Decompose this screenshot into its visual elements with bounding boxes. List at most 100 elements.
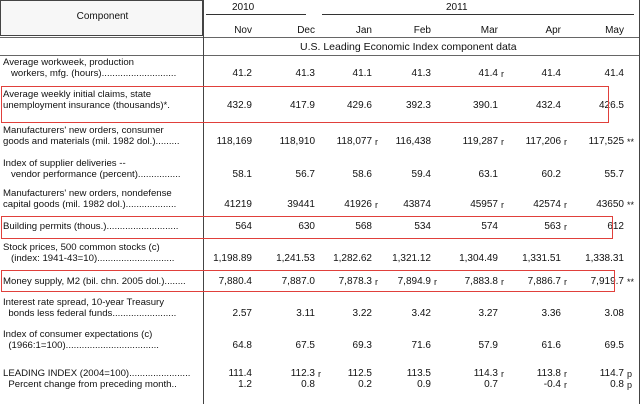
table-cell: 417.9 [289, 100, 315, 111]
table-cell: 118,169 [216, 136, 252, 147]
table-cell: 41.3 [295, 68, 315, 79]
revision-flag: r [564, 200, 567, 210]
row-label: (index: 1941-43=10).....................… [3, 253, 175, 264]
year-2011-rule [322, 14, 634, 15]
table-cell: 60.2 [541, 169, 561, 180]
table-cell: 3.42 [411, 308, 431, 319]
table-cell: 574 [481, 221, 498, 232]
table-cell: 0.8 [301, 379, 315, 390]
table-cell: 1,304.49 [459, 253, 498, 264]
month-header: Apr [545, 25, 561, 36]
table-header: Component 2010 2011 Nov Dec Jan Feb Mar … [0, 0, 640, 58]
table-cell: 69.5 [604, 340, 624, 351]
table-cell: 1,241.53 [276, 253, 315, 264]
table-cell: 41.4 [604, 68, 624, 79]
revision-flag: r [564, 369, 567, 379]
table-cell: 429.6 [346, 100, 372, 111]
row-label: capital goods (mil. 1982 dol.)..........… [3, 199, 177, 210]
table-cell: 45957 [470, 199, 498, 210]
table-cell: 0.7 [484, 379, 498, 390]
table-cell: 568 [355, 221, 372, 232]
revision-flag: r [501, 369, 504, 379]
header-rule [0, 37, 640, 38]
table-cell: 58.6 [352, 169, 372, 180]
table-cell: 7,919.7 [590, 276, 624, 287]
row-label: Stock prices, 500 common stocks (c) [3, 242, 160, 253]
table-cell: 432.9 [226, 100, 252, 111]
table-cell: 1,331.51 [522, 253, 561, 264]
month-header: Mar [480, 25, 498, 36]
table-cell: 119,287 [462, 136, 498, 147]
year-2011-label: 2011 [446, 2, 468, 13]
table-cell: 3.27 [478, 308, 498, 319]
table-cell: 1,338.31 [585, 253, 624, 264]
revision-flag: r [564, 137, 567, 147]
row-label: (1966:1=100)............................… [3, 340, 159, 351]
table-cell: 0.8 [610, 379, 624, 390]
table-cell: 39441 [287, 199, 315, 210]
highlight-box [1, 216, 613, 239]
year-2010-label: 2010 [232, 2, 255, 13]
table-cell: 55.7 [604, 169, 624, 180]
table-cell: 3.36 [541, 308, 561, 319]
table-cell: 612 [607, 221, 624, 232]
table-cell: 41.3 [411, 68, 431, 79]
component-header-cell: Component [0, 0, 203, 36]
table-cell: 41219 [224, 199, 252, 210]
table-cell: 112.5 [347, 368, 372, 379]
table-cell: 0.2 [358, 379, 372, 390]
revision-flag: ** [627, 277, 635, 287]
table-cell: 61.6 [541, 340, 561, 351]
table-cell: 42574 [533, 199, 561, 210]
row-label: Manufacturers' new orders, consumer [3, 125, 164, 136]
table-cell: 41.2 [232, 68, 252, 79]
table-cell: 116,438 [395, 136, 431, 147]
table-cell: 64.8 [232, 340, 252, 351]
table-cell: 0.9 [417, 379, 431, 390]
revision-flag: ** [627, 137, 635, 147]
table-cell: 57.9 [478, 340, 498, 351]
row-label: Manufacturers' new orders, nondefense [3, 188, 172, 199]
revision-flag: r [564, 222, 567, 232]
revision-flag: r [375, 137, 378, 147]
revision-flag: r [434, 277, 437, 287]
month-header: Jan [355, 25, 372, 36]
table-cell: 43650 [596, 199, 624, 210]
revision-flag: r [501, 137, 504, 147]
month-header: Nov [234, 25, 252, 36]
table-cell: 7,883.8 [464, 276, 498, 287]
row-label: bonds less federal funds................… [3, 308, 177, 319]
table-cell: 43874 [403, 199, 431, 210]
month-header: Feb [413, 25, 431, 36]
row-label: LEADING INDEX (2004=100)................… [3, 368, 191, 379]
table-cell: 111.4 [228, 368, 252, 379]
header-rule [0, 55, 640, 56]
table-cell: 1,198.89 [213, 253, 252, 264]
table-cell: 113.5 [406, 368, 431, 379]
table-cell: 3.22 [352, 308, 372, 319]
revision-flag: p [627, 380, 633, 390]
table-cell: 426.5 [598, 100, 624, 111]
table-cell: 3.08 [604, 308, 624, 319]
table-cell: 390.1 [472, 100, 498, 111]
row-label: workers, mfg. (hours)...................… [3, 68, 177, 79]
row-label: unemployment insurance (thousands)*. [3, 100, 170, 111]
revision-flag: r [564, 380, 567, 390]
table-cell: 71.6 [411, 340, 431, 351]
table-cell: 7,878.3 [338, 276, 372, 287]
table-cell: 1,321.12 [392, 253, 431, 264]
row-label: Index of supplier deliveries -- [3, 158, 126, 169]
revision-flag: r [375, 200, 378, 210]
table-cell: 1.2 [238, 379, 252, 390]
table-cell: 7,887.0 [281, 276, 315, 287]
revision-flag: r [501, 200, 504, 210]
row-label: Building permits (thous.)...............… [3, 221, 179, 232]
component-header-label: Component [76, 11, 129, 22]
table-cell: 563 [544, 221, 561, 232]
table-cell: 67.5 [295, 340, 315, 351]
row-label: Interest rate spread, 10-year Treasury [3, 297, 165, 308]
table-cell: 59.4 [411, 169, 431, 180]
table-cell: 41926 [344, 199, 372, 210]
table-cell: 3.11 [296, 308, 315, 319]
revision-flag: r [564, 277, 567, 287]
